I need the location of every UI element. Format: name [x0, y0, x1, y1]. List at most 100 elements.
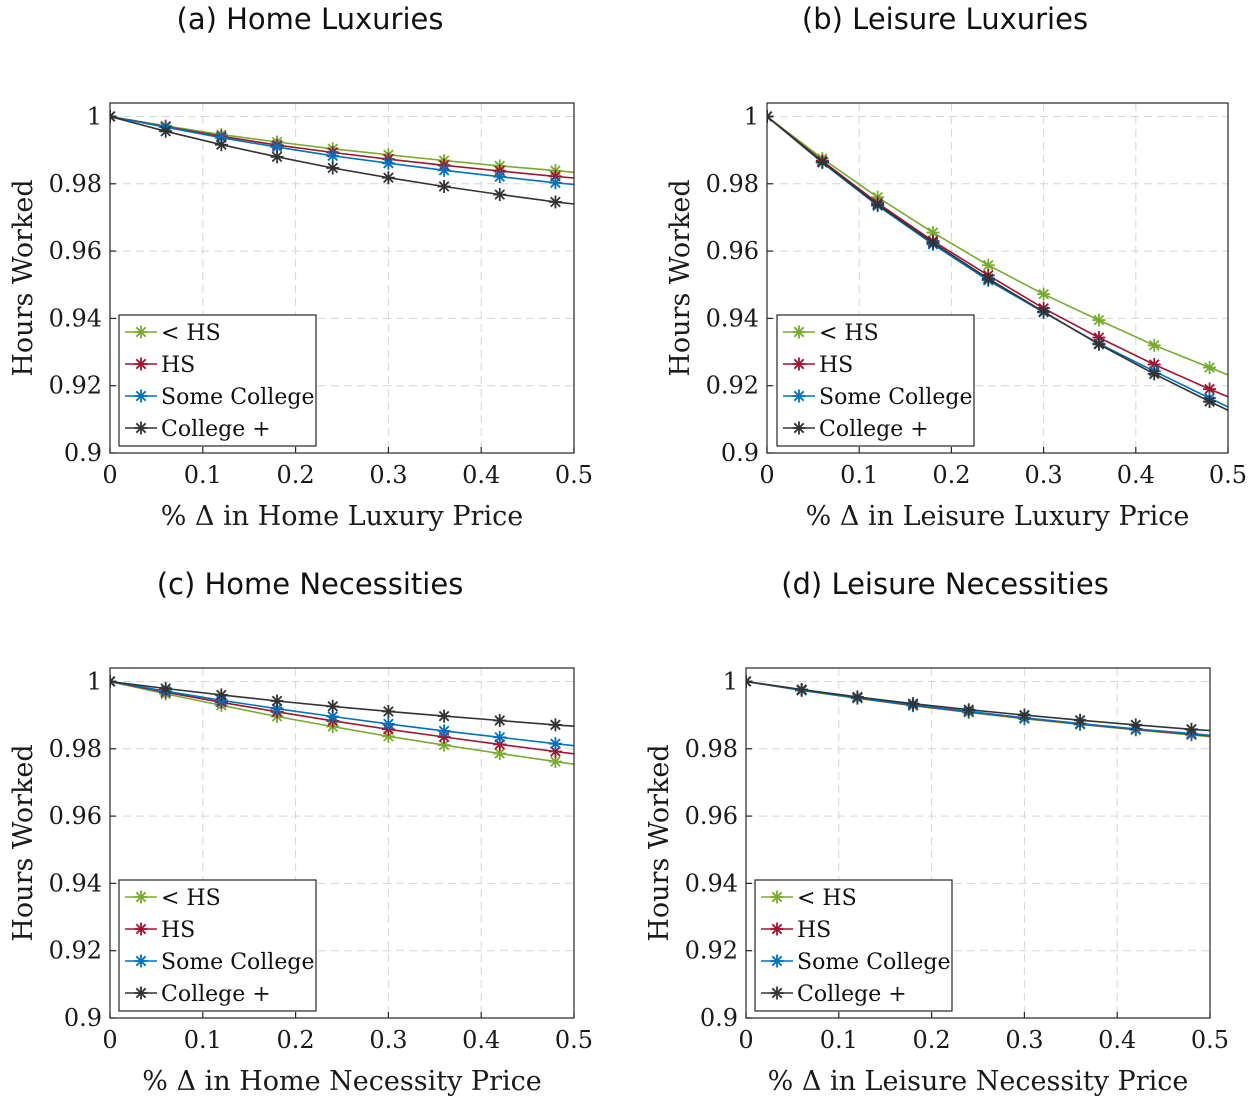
legend-item: College +	[125, 982, 271, 1007]
y-tick-label: 0.92	[706, 372, 759, 400]
series-line	[110, 680, 574, 747]
series-line	[110, 115, 574, 186]
data-point	[1017, 708, 1031, 722]
legend-item: College +	[783, 417, 929, 442]
x-tick-label: 0.1	[820, 1026, 858, 1054]
data-point	[1184, 722, 1198, 736]
data-point	[1092, 337, 1106, 351]
data-point	[326, 709, 340, 723]
legend-item: HS	[125, 353, 195, 378]
y-tick-label: 0.94	[706, 304, 759, 332]
data-point	[746, 674, 753, 688]
legend-item: Some College	[783, 385, 972, 410]
data-point	[493, 730, 507, 744]
series-line	[767, 115, 1228, 412]
y-tick-label: 1	[87, 102, 102, 130]
x-axis-label: % Δ in Home Luxury Price	[161, 501, 523, 532]
data-point	[134, 325, 148, 339]
panel-title: (c) Home Necessities	[156, 567, 464, 601]
data-point	[1203, 382, 1217, 396]
legend-item: < HS	[125, 886, 221, 911]
data-point	[1037, 287, 1051, 301]
data-point	[493, 714, 507, 727]
data-point	[270, 694, 284, 708]
x-tick-label: 0	[102, 1026, 117, 1054]
y-tick-label: 0.96	[685, 802, 738, 830]
axes-box	[745, 667, 1211, 1019]
y-axis-label: Hours Worked	[8, 179, 39, 376]
data-point	[110, 674, 117, 688]
legend-label: HS	[161, 353, 195, 378]
legend: < HS HS Some College College +	[118, 314, 317, 447]
y-tick-label: 1	[723, 667, 738, 695]
data-point	[493, 188, 507, 202]
legend-label: < HS	[797, 886, 857, 911]
x-tick-label: 0.5	[1191, 1026, 1229, 1054]
data-point	[850, 690, 864, 704]
data-point	[1147, 367, 1161, 381]
x-axis-label: % Δ in Home Necessity Price	[142, 1066, 541, 1097]
legend-item: Some College	[125, 385, 314, 410]
panel-title: (b) Leisure Luxuries	[801, 2, 1089, 36]
x-tick-label: 0.2	[277, 1026, 315, 1054]
data-point	[871, 198, 885, 212]
y-tick-label: 1	[87, 667, 102, 695]
legend-label: < HS	[161, 321, 221, 346]
legend-label: < HS	[161, 886, 221, 911]
data-point	[770, 922, 784, 936]
data-point	[381, 717, 395, 731]
y-tick-label: 0.9	[64, 439, 102, 467]
y-tick-label: 0.96	[49, 802, 102, 830]
data-point	[770, 986, 784, 1000]
data-point	[926, 236, 940, 250]
legend-label: College +	[819, 417, 929, 442]
series-line	[746, 680, 1210, 732]
data-point	[381, 171, 395, 185]
data-point	[792, 357, 806, 371]
chart-leisure-luxuries: 0 0.1 0.2 0.3 0.4 0.5 0.9 0.92 0.94 0.96 0.98 1 % Δ …	[665, 102, 1247, 532]
data-point	[770, 954, 784, 968]
data-point	[548, 744, 562, 758]
data-point	[1147, 338, 1161, 352]
data-point	[493, 170, 507, 184]
data-point	[962, 703, 976, 717]
series-line	[110, 680, 574, 765]
x-tick-label: 0	[759, 461, 774, 489]
x-tick-label: 0	[102, 461, 117, 489]
legend-box	[754, 879, 953, 1012]
y-tick-label: 0.98	[706, 170, 759, 198]
legend-item: < HS	[761, 886, 857, 911]
legend-label: Some College	[161, 950, 314, 975]
legend-label: College +	[797, 982, 907, 1007]
series-line	[767, 115, 1228, 398]
panel-home-luxuries: (a) Home Luxuries 0 0.1 0.2 0.3 0.4 0.5 0.9 0.9…	[0, 0, 620, 545]
legend-label: HS	[819, 353, 853, 378]
panel-home-necessities: (c) Home Necessities 0 0.1 0.2 0.3 0.4 0.5 0.9…	[0, 565, 620, 1097]
series-group	[767, 109, 1228, 412]
panel-title: (a) Home Luxuries	[176, 2, 444, 36]
x-tick-label: 0.4	[462, 1026, 500, 1054]
x-tick-label: 0.3	[369, 461, 407, 489]
legend-label: HS	[161, 918, 195, 943]
y-tick-label: 0.96	[49, 237, 102, 265]
series-line	[767, 115, 1228, 376]
y-tick-label: 0.9	[700, 1004, 738, 1032]
panel-leisure-luxuries: (b) Leisure Luxuries 0 0.1 0.2 0.3 0.4 0.5 0.9…	[636, 0, 1254, 545]
x-tick-label: 0.5	[555, 1026, 593, 1054]
data-point	[1092, 313, 1106, 327]
x-tick-label: 0.4	[1117, 461, 1155, 489]
legend-label: College +	[161, 982, 271, 1007]
data-point	[770, 890, 784, 904]
x-tick-label: 0.4	[1098, 1026, 1136, 1054]
series-line	[110, 115, 574, 179]
legend-item: Some College	[125, 950, 314, 975]
legend-item: College +	[125, 417, 271, 442]
data-point	[437, 163, 451, 177]
series-line	[110, 115, 574, 205]
data-point	[548, 176, 562, 190]
series-line	[110, 680, 574, 727]
legend-label: HS	[797, 918, 831, 943]
data-point	[548, 737, 562, 751]
x-tick-label: 0.1	[840, 461, 878, 489]
x-axis-label: % Δ in Leisure Necessity Price	[768, 1066, 1189, 1097]
